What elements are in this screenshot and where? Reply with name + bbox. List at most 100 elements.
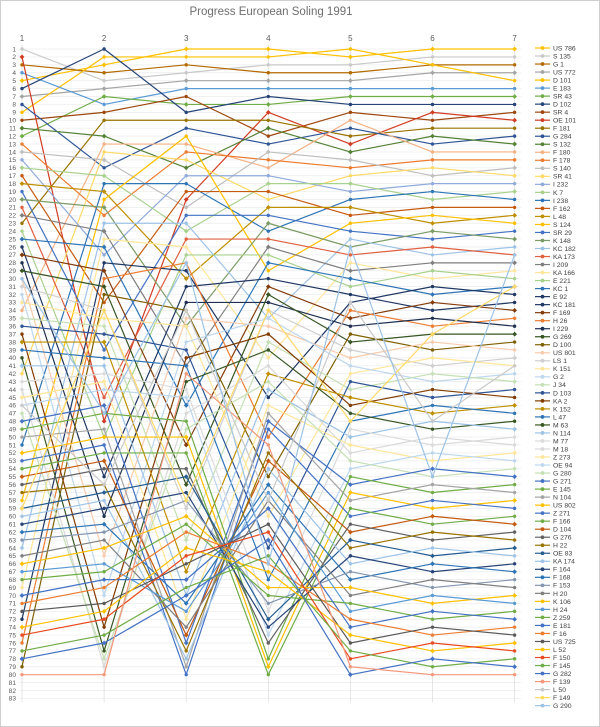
series-f-162 <box>20 174 517 305</box>
legend-label: F 153 <box>553 583 571 590</box>
y-axis-tick-label: 20 <box>9 197 17 204</box>
legend-label: OE 83 <box>553 551 572 558</box>
data-point-marker <box>266 324 270 328</box>
data-point-marker <box>430 237 435 241</box>
data-point-marker <box>184 221 188 225</box>
data-point-marker <box>184 134 188 138</box>
data-point-marker <box>348 324 353 328</box>
data-point-marker <box>348 411 353 416</box>
data-point-marker <box>184 300 188 305</box>
legend-item: G 284 <box>535 134 572 141</box>
legend-item: L 47 <box>535 414 566 421</box>
data-point-marker <box>430 220 435 226</box>
data-point-marker <box>102 665 106 669</box>
data-point-marker <box>19 418 25 424</box>
data-point-marker <box>266 197 270 202</box>
legend-item: F 150 <box>535 655 571 662</box>
legend-label: H 20 <box>553 591 568 598</box>
data-point-marker <box>184 467 188 471</box>
data-point-marker <box>512 395 517 400</box>
data-point-marker <box>348 379 353 384</box>
y-axis-tick-label: 76 <box>9 640 17 647</box>
data-point-marker <box>266 490 270 495</box>
legend-label: F 169 <box>553 310 571 317</box>
data-point-marker <box>183 78 189 84</box>
data-point-marker <box>512 102 517 107</box>
data-point-marker <box>102 166 106 170</box>
data-point-marker <box>430 324 435 328</box>
legend-marker-dot <box>540 382 545 387</box>
y-axis-tick-label: 78 <box>9 656 17 663</box>
legend-item: F 145 <box>535 663 571 670</box>
data-point-marker <box>183 434 189 440</box>
data-point-marker <box>20 498 24 503</box>
data-point-marker <box>348 546 353 550</box>
legend-item: F 181 <box>535 126 571 133</box>
series-d-101 <box>20 47 517 115</box>
legend-item: D 102 <box>535 102 571 109</box>
legend-item: F 16 <box>535 631 567 638</box>
legend-item: M 18 <box>535 446 568 453</box>
legend-marker-dot <box>540 390 545 395</box>
legend-label: E 145 <box>553 487 571 494</box>
data-point-marker <box>20 427 24 431</box>
data-point-marker <box>101 418 107 424</box>
data-point-marker <box>430 260 435 266</box>
data-point-marker <box>19 181 25 187</box>
data-point-marker <box>430 513 435 519</box>
data-point-marker <box>19 505 25 511</box>
data-point-marker <box>512 411 517 416</box>
data-point-marker <box>266 672 270 677</box>
data-point-marker <box>184 142 188 146</box>
data-point-marker <box>265 284 271 290</box>
data-point-marker <box>102 372 106 376</box>
legend-label: D 101 <box>553 77 571 84</box>
data-point-marker <box>184 522 188 526</box>
legend-label: S 135 <box>553 53 571 60</box>
y-axis-tick-label: 57 <box>9 490 17 497</box>
data-point-marker <box>19 236 25 242</box>
legend-label: Z 273 <box>553 454 571 461</box>
series-kc-181 <box>20 245 517 479</box>
legend-label: G 284 <box>553 134 572 141</box>
y-axis-tick-label: 25 <box>9 236 17 243</box>
series-sr-41 <box>20 150 517 376</box>
data-point-marker <box>19 474 25 480</box>
data-point-marker <box>184 253 188 257</box>
y-axis-tick-label: 18 <box>9 181 17 188</box>
data-point-marker <box>512 443 517 447</box>
data-point-marker <box>512 593 518 598</box>
data-point-marker <box>102 348 106 352</box>
data-point-marker <box>101 94 107 99</box>
data-point-marker <box>266 63 270 67</box>
y-axis-tick-label: 21 <box>9 205 17 212</box>
y-axis-tick-label: 29 <box>9 268 17 275</box>
y-axis-tick-label: 63 <box>9 537 17 544</box>
data-point-marker <box>184 356 188 360</box>
y-axis-tick-label: 31 <box>9 284 17 291</box>
data-point-marker <box>102 474 106 479</box>
data-point-marker <box>348 506 353 511</box>
data-point-marker <box>265 402 271 408</box>
x-axis-tick-label: 7 <box>512 34 517 43</box>
data-point-marker <box>184 63 188 67</box>
legend-marker-dot <box>540 206 545 211</box>
legend-item: F 153 <box>535 583 571 590</box>
y-axis-tick-label: 22 <box>9 213 17 220</box>
y-axis-tick-label: 27 <box>9 252 17 259</box>
data-point-marker <box>102 649 106 653</box>
legend-label: I 229 <box>553 326 568 333</box>
data-point-marker <box>430 308 435 313</box>
series-oe-101 <box>19 54 518 424</box>
data-point-marker <box>102 78 106 83</box>
legend-item: M 63 <box>535 422 568 429</box>
data-point-marker <box>266 498 270 503</box>
data-point-marker <box>183 482 189 488</box>
data-point-marker <box>101 363 107 369</box>
data-point-marker <box>265 292 271 297</box>
data-point-marker <box>430 142 435 146</box>
legend-label: F 162 <box>553 206 571 213</box>
data-point-marker <box>102 292 106 297</box>
data-point-marker <box>101 402 107 408</box>
data-point-marker <box>512 554 517 558</box>
